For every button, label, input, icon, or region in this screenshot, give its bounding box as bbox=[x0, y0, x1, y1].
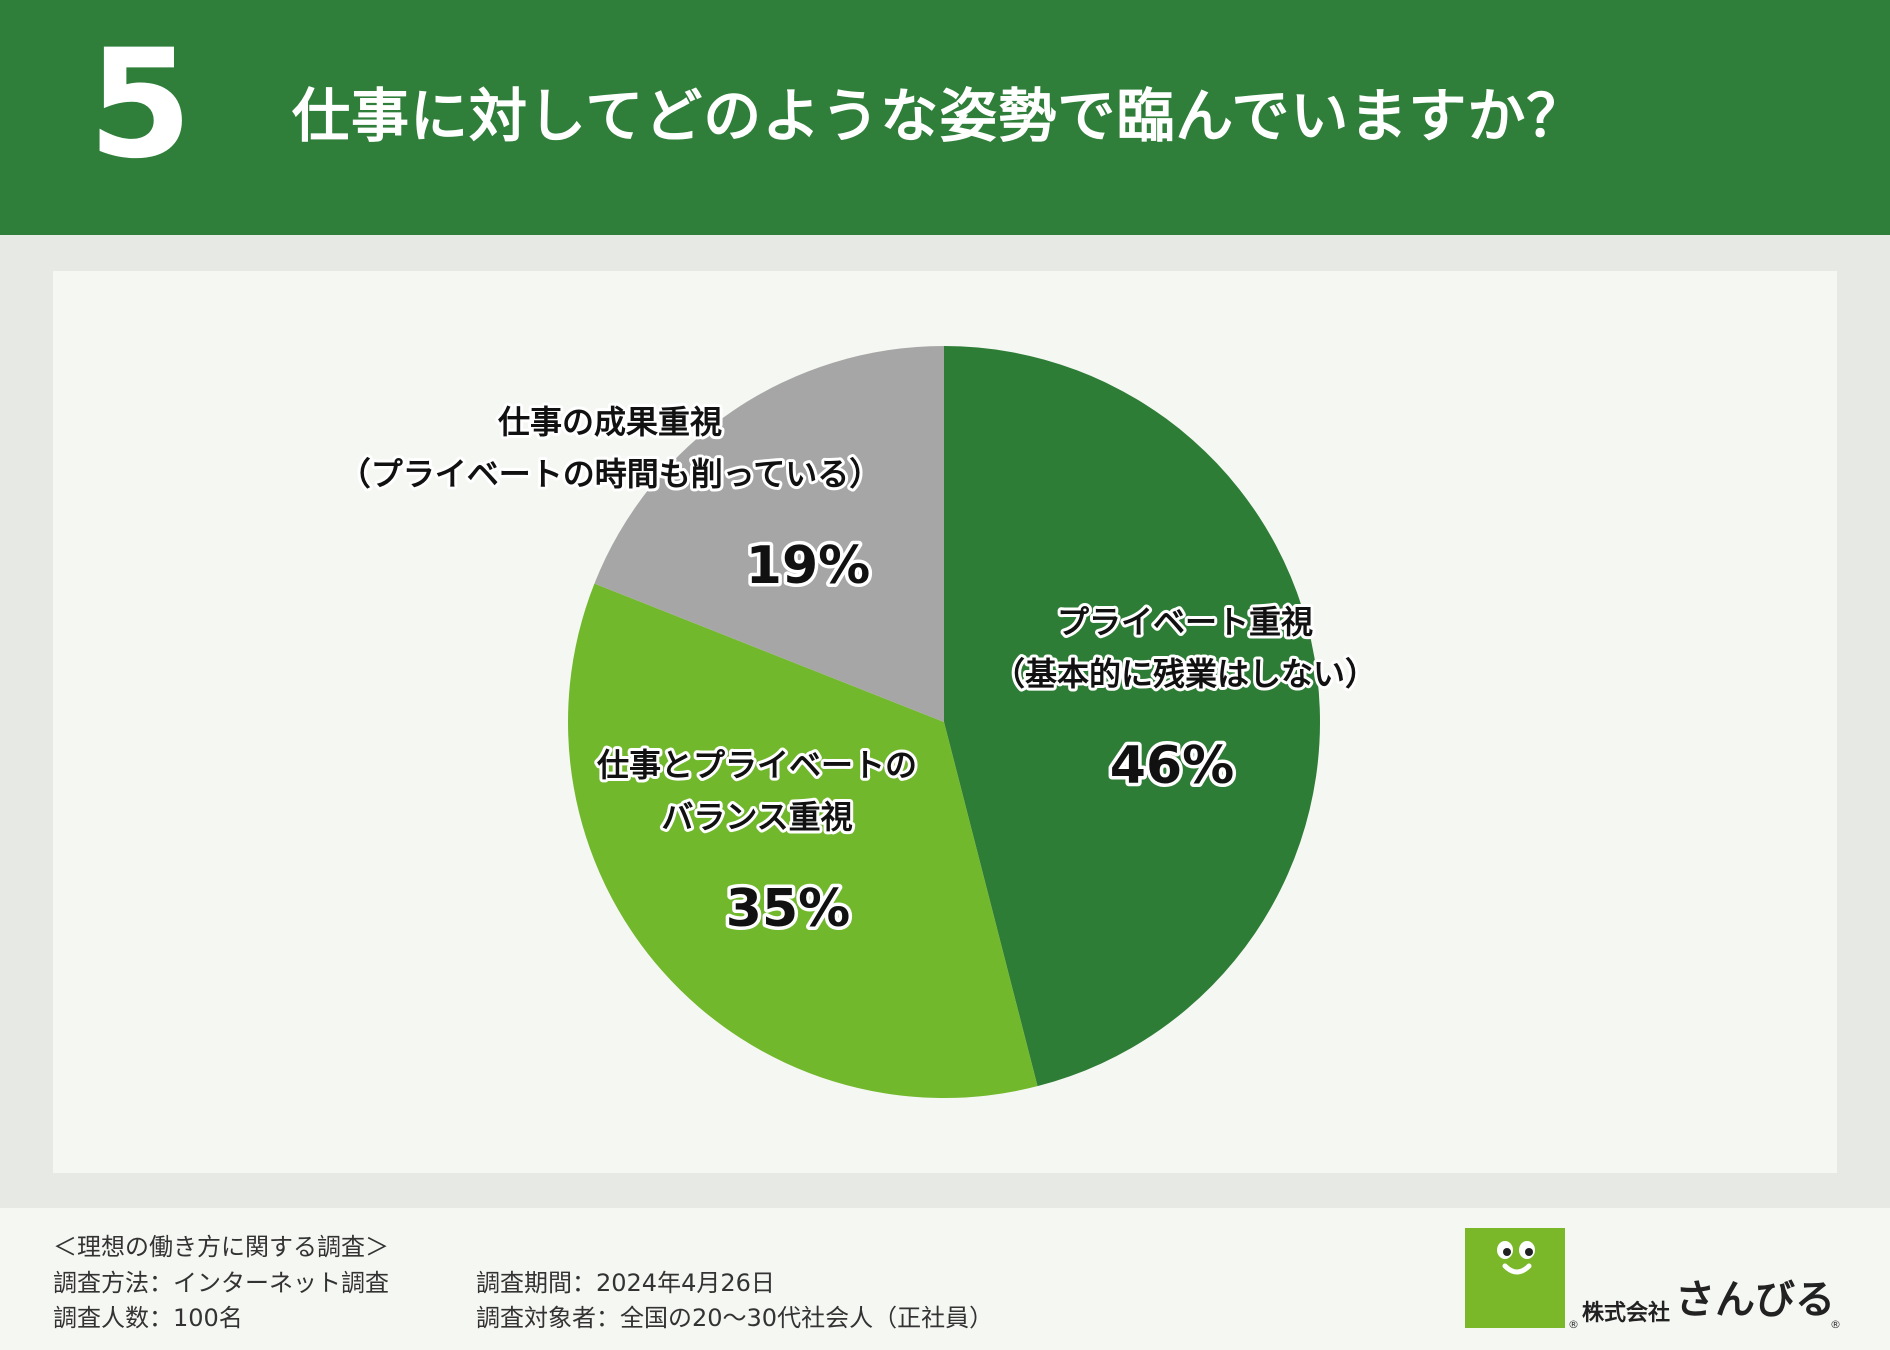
survey-title: ＜理想の働き方に関する調査＞ bbox=[53, 1233, 389, 1261]
registered-mark: ® bbox=[1568, 1318, 1579, 1331]
question-number: 5 bbox=[88, 18, 193, 192]
logo-company-name: さんびる bbox=[1675, 1277, 1835, 1323]
survey-method: 調査方法：インターネット調査 bbox=[53, 1269, 389, 1297]
header-bar: 5 仕事に対してどのような姿勢で臨んでいますか？ bbox=[0, 0, 1890, 235]
mascot-face-icon bbox=[1497, 1241, 1535, 1275]
survey-period: 調査期間：2024年4月26日 bbox=[476, 1269, 775, 1297]
footer: ＜理想の働き方に関する調査＞ 調査方法：インターネット調査 調査人数：100名 … bbox=[0, 1208, 1890, 1350]
survey-target: 調査対象者：全国の20〜30代社会人（正社員） bbox=[476, 1304, 994, 1332]
slice-value-label: 35% bbox=[726, 879, 850, 939]
slice-private bbox=[944, 346, 1320, 1087]
slice-value-label: 46% bbox=[1110, 736, 1234, 796]
slice-label: バランス重視 bbox=[661, 798, 852, 836]
slice-label: （プライベートの時間も削っている） bbox=[339, 455, 881, 493]
slice-label: （基本的に残業はしない） bbox=[993, 655, 1377, 693]
logo-company-prefix: 株式会社 bbox=[1582, 1301, 1671, 1326]
slice-label: 仕事の成果重視 bbox=[498, 403, 722, 441]
slice-label: プライベート重視 bbox=[1057, 603, 1313, 641]
logo-mascot bbox=[1465, 1228, 1565, 1328]
survey-count: 調査人数：100名 bbox=[53, 1304, 243, 1332]
slice-results bbox=[594, 346, 944, 722]
slice-label: 仕事とプライベートの bbox=[597, 746, 917, 784]
question-title: 仕事に対してどのような姿勢で臨んでいますか？ bbox=[292, 82, 1586, 150]
registered-mark-2: ® bbox=[1830, 1318, 1841, 1331]
slice-value-label: 19% bbox=[746, 536, 870, 596]
slice-balance bbox=[567, 583, 1038, 1098]
